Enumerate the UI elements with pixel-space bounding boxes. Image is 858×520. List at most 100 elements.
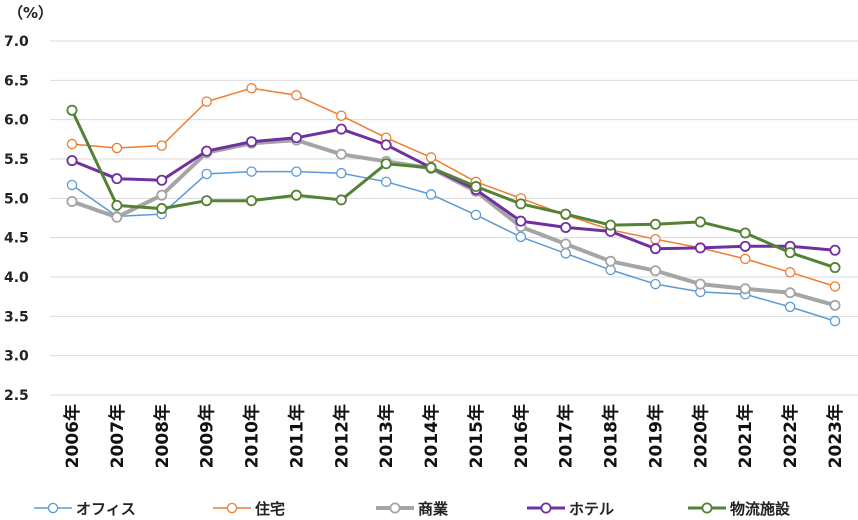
legend-item-0: オフィス bbox=[34, 500, 136, 518]
x-tick-label: 2016年 bbox=[511, 404, 532, 468]
y-tick-label: 4.5 bbox=[4, 231, 29, 247]
data-point bbox=[470, 181, 482, 193]
x-tick-label: 2017年 bbox=[556, 404, 577, 468]
data-point bbox=[784, 247, 796, 259]
data-point bbox=[156, 174, 168, 186]
legend-label: ホテル bbox=[569, 500, 614, 518]
data-point bbox=[335, 194, 347, 206]
data-point bbox=[829, 299, 841, 311]
data-point bbox=[111, 142, 123, 154]
data-point bbox=[201, 145, 213, 157]
x-tick-label: 2018年 bbox=[601, 404, 622, 468]
data-point bbox=[336, 110, 347, 121]
x-tick-label: 2009年 bbox=[197, 404, 218, 468]
data-point bbox=[784, 267, 796, 278]
y-tick-label: 5.0 bbox=[4, 191, 29, 207]
y-tick-label: 2.5 bbox=[4, 388, 29, 404]
legend-item-2: 商業 bbox=[376, 500, 449, 518]
data-point bbox=[515, 231, 527, 243]
series-line bbox=[71, 127, 836, 252]
data-point bbox=[739, 227, 751, 239]
y-tick-label: 6.0 bbox=[4, 113, 29, 129]
legend-swatch-marker bbox=[701, 502, 713, 514]
data-point bbox=[470, 209, 482, 221]
data-point bbox=[739, 283, 751, 295]
data-point bbox=[649, 243, 661, 255]
data-point bbox=[201, 195, 213, 207]
data-point bbox=[829, 262, 841, 274]
data-point bbox=[66, 195, 78, 207]
series-3 bbox=[66, 123, 841, 256]
y-tick-label: 5.5 bbox=[4, 152, 29, 168]
data-point bbox=[380, 176, 392, 188]
data-point bbox=[560, 248, 571, 259]
series-4 bbox=[66, 104, 841, 274]
data-point bbox=[111, 173, 123, 185]
series-2 bbox=[66, 134, 841, 311]
y-tick-label: 3.0 bbox=[4, 349, 29, 365]
data-point bbox=[246, 82, 257, 94]
data-point bbox=[291, 90, 302, 101]
x-tick-label: 2020年 bbox=[690, 404, 711, 468]
data-point bbox=[336, 167, 347, 179]
x-tick-label: 2014年 bbox=[421, 404, 442, 468]
series-line bbox=[71, 170, 836, 322]
y-tick-label: 6.5 bbox=[4, 73, 29, 89]
legend-swatch-marker bbox=[47, 502, 59, 514]
x-tick-label: 2023年 bbox=[825, 404, 846, 468]
data-point bbox=[156, 140, 168, 151]
x-tick-label: 2011年 bbox=[286, 404, 307, 468]
legend-item-4: 物流施設 bbox=[688, 500, 791, 518]
data-point bbox=[111, 199, 123, 211]
x-tick-label: 2010年 bbox=[242, 404, 263, 468]
y-tick-label: 3.5 bbox=[4, 309, 29, 325]
data-point bbox=[649, 218, 661, 230]
x-tick-label: 2013年 bbox=[376, 404, 397, 468]
data-point bbox=[425, 189, 437, 200]
y-unit-label: （%） bbox=[8, 4, 53, 22]
data-point bbox=[66, 179, 78, 191]
data-point bbox=[784, 301, 796, 313]
data-point bbox=[201, 168, 212, 180]
data-point bbox=[380, 158, 392, 170]
series-0 bbox=[66, 166, 841, 327]
data-point bbox=[290, 132, 302, 144]
x-tick-label: 2008年 bbox=[152, 404, 173, 468]
data-point bbox=[335, 123, 347, 135]
legend-label: 住宅 bbox=[255, 500, 285, 518]
data-point bbox=[425, 162, 437, 174]
x-tick-label: 2012年 bbox=[331, 404, 352, 468]
data-point bbox=[246, 136, 258, 148]
data-point bbox=[425, 152, 437, 163]
data-point bbox=[739, 240, 751, 252]
data-point bbox=[201, 96, 212, 107]
legend-item-3: ホテル bbox=[527, 500, 614, 518]
x-tick-label: 2021年 bbox=[735, 404, 756, 468]
data-point bbox=[650, 233, 661, 245]
legend-item-1: 住宅 bbox=[213, 500, 285, 518]
data-point bbox=[829, 281, 841, 292]
data-point bbox=[739, 253, 751, 265]
data-point bbox=[829, 244, 841, 256]
series-1 bbox=[66, 82, 841, 292]
data-point bbox=[650, 278, 661, 290]
data-point bbox=[111, 211, 123, 223]
data-point bbox=[829, 315, 841, 327]
data-point bbox=[560, 238, 572, 250]
data-point bbox=[246, 195, 258, 207]
x-tick-label: 2019年 bbox=[645, 404, 666, 468]
data-point bbox=[694, 278, 706, 290]
y-tick-label: 7.0 bbox=[4, 34, 29, 50]
data-point bbox=[156, 203, 168, 215]
legend-swatch-marker bbox=[226, 502, 238, 514]
legend-swatch-marker bbox=[540, 502, 552, 514]
x-tick-label: 2007年 bbox=[107, 404, 128, 468]
data-point bbox=[560, 221, 572, 233]
legend-label: 商業 bbox=[418, 500, 449, 518]
x-tick-label: 2022年 bbox=[780, 404, 801, 468]
data-point bbox=[560, 208, 572, 220]
data-point bbox=[784, 287, 796, 299]
data-point bbox=[649, 265, 661, 277]
data-point bbox=[290, 189, 302, 201]
